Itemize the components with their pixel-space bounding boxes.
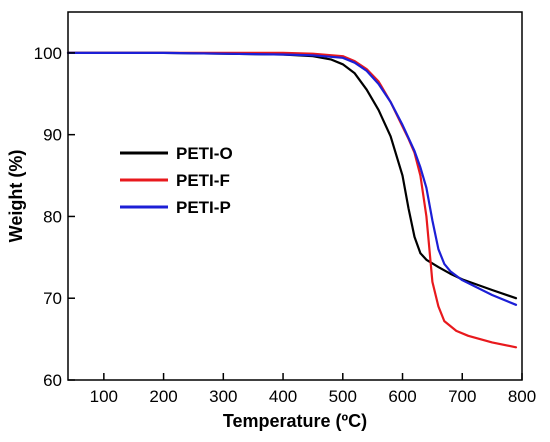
x-tick-label: 400	[269, 387, 297, 406]
y-axis-title: Weight (%)	[6, 150, 26, 243]
x-tick-label: 800	[508, 387, 536, 406]
y-tick-label: 60	[43, 371, 62, 390]
y-tick-label: 100	[34, 44, 62, 63]
y-tick-label: 70	[43, 289, 62, 308]
x-tick-label: 300	[209, 387, 237, 406]
legend-label-peti-o: PETI-O	[176, 144, 233, 163]
x-tick-label: 200	[149, 387, 177, 406]
x-tick-label: 600	[388, 387, 416, 406]
x-tick-label: 700	[448, 387, 476, 406]
x-tick-label: 100	[90, 387, 118, 406]
series-line-peti-p	[66, 51, 518, 306]
plot-frame	[67, 11, 523, 381]
x-axis-title: Temperature (ºC)	[223, 411, 367, 431]
ticks-layer: 100 200 300 400 500 600 700 800 60 70 80 90 100	[34, 44, 537, 406]
legend-label-peti-p: PETI-P	[176, 198, 231, 217]
series-line-peti-o	[66, 51, 518, 300]
series-line-peti-f	[66, 51, 518, 349]
y-tick-label: 90	[43, 126, 62, 145]
x-tick-label: 500	[329, 387, 357, 406]
legend-label-peti-f: PETI-F	[176, 171, 230, 190]
series-layer	[66, 51, 518, 349]
legend: PETI-O PETI-F PETI-P	[120, 144, 233, 217]
y-tick-label: 80	[43, 207, 62, 226]
